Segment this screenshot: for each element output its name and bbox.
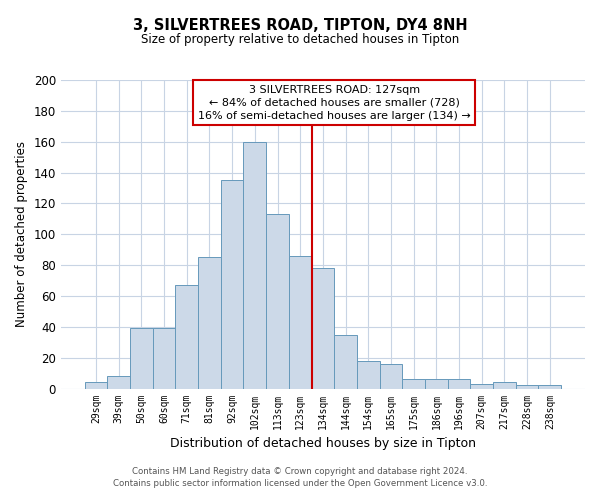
Bar [380,364,403,388]
Bar [107,376,130,388]
Bar [538,386,561,388]
Bar [152,328,175,388]
Bar [516,386,538,388]
Bar [130,328,152,388]
Bar [311,268,334,388]
X-axis label: Distribution of detached houses by size in Tipton: Distribution of detached houses by size … [170,437,476,450]
Bar [85,382,107,388]
Bar [425,380,448,388]
Bar [244,142,266,388]
Bar [175,285,198,389]
Y-axis label: Number of detached properties: Number of detached properties [15,142,28,328]
Bar [266,214,289,388]
Bar [334,334,357,388]
Bar [357,361,380,388]
Text: 3, SILVERTREES ROAD, TIPTON, DY4 8NH: 3, SILVERTREES ROAD, TIPTON, DY4 8NH [133,18,467,32]
Bar [470,384,493,388]
Bar [403,380,425,388]
Bar [289,256,311,388]
Text: 3 SILVERTREES ROAD: 127sqm
← 84% of detached houses are smaller (728)
16% of sem: 3 SILVERTREES ROAD: 127sqm ← 84% of deta… [198,84,470,121]
Bar [221,180,244,388]
Bar [493,382,516,388]
Bar [198,258,221,388]
Text: Contains HM Land Registry data © Crown copyright and database right 2024.
Contai: Contains HM Land Registry data © Crown c… [113,466,487,487]
Text: Size of property relative to detached houses in Tipton: Size of property relative to detached ho… [141,32,459,46]
Bar [448,380,470,388]
